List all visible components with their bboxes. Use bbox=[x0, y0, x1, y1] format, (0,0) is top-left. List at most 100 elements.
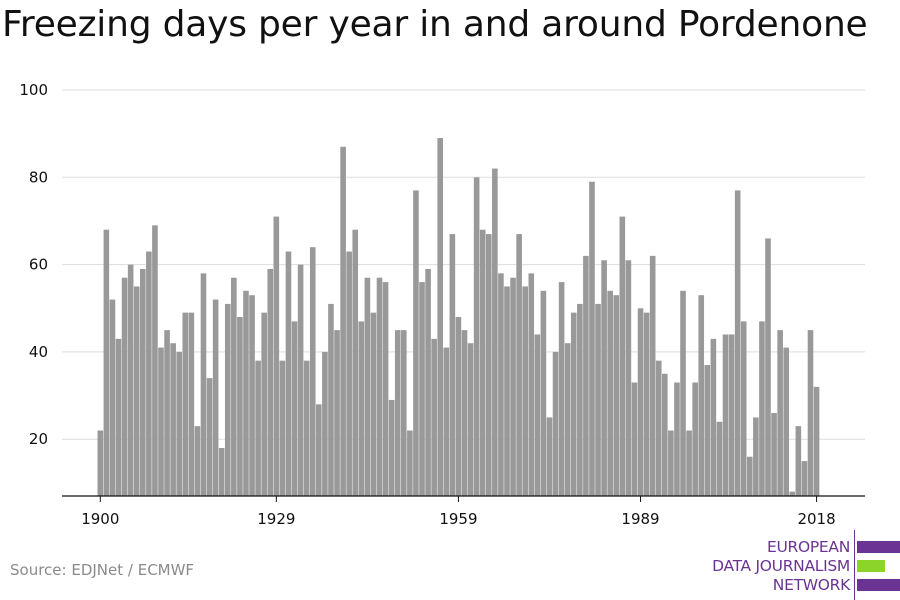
bar bbox=[637, 308, 644, 496]
bar bbox=[728, 334, 735, 496]
bar bbox=[394, 330, 401, 496]
y-tick-label: 60 bbox=[29, 256, 48, 274]
bar bbox=[801, 461, 808, 496]
bar bbox=[127, 264, 134, 496]
bar bbox=[546, 417, 553, 496]
bar bbox=[485, 234, 492, 496]
bar bbox=[255, 360, 261, 496]
axes bbox=[62, 495, 865, 502]
bar bbox=[449, 234, 456, 496]
bar bbox=[382, 282, 389, 496]
bar bbox=[97, 430, 104, 496]
logo-bar-green bbox=[857, 560, 885, 572]
bar bbox=[200, 273, 207, 496]
bar bbox=[680, 290, 686, 496]
bar bbox=[455, 317, 462, 496]
bar bbox=[218, 447, 225, 496]
bar bbox=[704, 365, 711, 496]
logo-line-1: EUROPEAN bbox=[766, 538, 850, 556]
bar bbox=[146, 251, 152, 496]
bar bbox=[746, 456, 753, 496]
logo-bar-purple-bottom bbox=[857, 579, 900, 591]
bar bbox=[176, 351, 183, 496]
bar bbox=[170, 343, 176, 496]
bar bbox=[243, 290, 249, 496]
bar bbox=[212, 299, 219, 496]
bar bbox=[407, 430, 413, 496]
bar bbox=[291, 321, 298, 496]
bar bbox=[237, 317, 243, 496]
bar bbox=[558, 282, 565, 496]
bar bbox=[534, 334, 541, 496]
bar bbox=[388, 399, 395, 496]
bar bbox=[273, 216, 280, 496]
bar bbox=[589, 181, 595, 496]
bar bbox=[722, 334, 729, 496]
bar bbox=[443, 347, 450, 496]
bar bbox=[710, 338, 717, 496]
bar bbox=[334, 330, 340, 496]
bar bbox=[346, 251, 352, 496]
bar bbox=[425, 268, 431, 496]
bar bbox=[285, 251, 292, 496]
bar bbox=[261, 312, 267, 496]
y-tick-label: 100 bbox=[19, 81, 48, 99]
bar bbox=[479, 229, 486, 497]
bar bbox=[133, 286, 140, 496]
bar bbox=[316, 404, 322, 496]
bar bbox=[595, 303, 601, 496]
bar bbox=[522, 286, 528, 496]
bar bbox=[570, 312, 577, 496]
bar bbox=[771, 413, 777, 496]
bar bbox=[619, 216, 626, 496]
bar bbox=[564, 343, 571, 496]
bar bbox=[528, 273, 535, 496]
bar bbox=[686, 430, 692, 496]
bar bbox=[662, 373, 668, 496]
x-tick-label: 1900 bbox=[81, 510, 119, 528]
bar bbox=[807, 330, 814, 496]
y-tick-label: 20 bbox=[29, 430, 48, 448]
bar bbox=[279, 360, 286, 496]
bar bbox=[473, 177, 480, 496]
bar bbox=[583, 255, 589, 496]
bar bbox=[364, 277, 371, 496]
y-tick-label: 40 bbox=[29, 343, 48, 361]
logo-line-3: NETWORK bbox=[772, 576, 851, 594]
bar bbox=[109, 299, 116, 496]
x-tick-label: 1929 bbox=[257, 510, 295, 528]
bar bbox=[401, 330, 407, 496]
bar bbox=[601, 260, 607, 496]
bar bbox=[649, 255, 656, 496]
bar bbox=[139, 268, 146, 496]
bar bbox=[740, 321, 747, 496]
bar bbox=[467, 343, 474, 496]
bar bbox=[431, 338, 437, 496]
bar bbox=[115, 338, 122, 496]
bar bbox=[759, 321, 765, 496]
bar bbox=[194, 426, 201, 496]
bar bbox=[340, 146, 346, 496]
bar bbox=[376, 277, 383, 496]
bar bbox=[231, 277, 237, 496]
bar bbox=[206, 378, 213, 496]
bar bbox=[492, 168, 498, 497]
bar bbox=[692, 382, 698, 496]
source-note: Source: EDJNet / ECMWF bbox=[10, 561, 195, 579]
logo-bar-purple-top bbox=[857, 541, 900, 553]
bar bbox=[552, 351, 559, 496]
chart-title: Freezing days per year in and around Por… bbox=[2, 4, 868, 45]
bar bbox=[674, 382, 680, 496]
bar bbox=[789, 491, 796, 496]
bar bbox=[516, 234, 522, 496]
x-tick-label: 1959 bbox=[439, 510, 477, 528]
bar bbox=[419, 282, 425, 496]
bar bbox=[188, 312, 195, 496]
bar bbox=[698, 295, 705, 496]
bar bbox=[498, 273, 504, 496]
bar bbox=[182, 312, 189, 496]
bar bbox=[795, 426, 802, 496]
bar bbox=[504, 286, 510, 496]
edjnet-logo: EUROPEAN DATA JOURNALISM NETWORK bbox=[700, 530, 900, 600]
